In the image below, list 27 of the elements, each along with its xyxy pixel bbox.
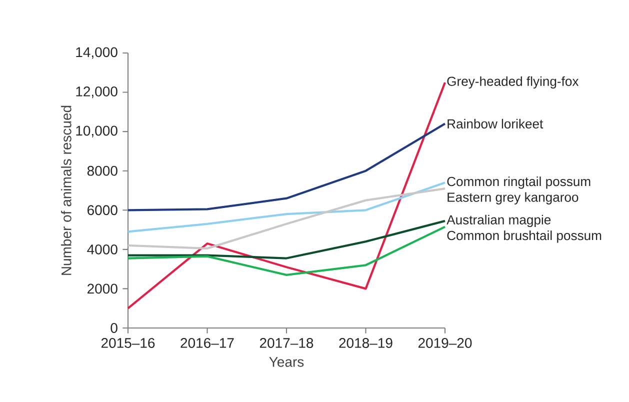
line-series: [126, 220, 446, 260]
x-tick-label: 2015–16: [101, 338, 155, 348]
y-tick-label: 10,000: [76, 126, 118, 138]
series-label: Common brushtail possum: [447, 230, 602, 243]
line-series: [126, 187, 446, 250]
series-label: Common ringtail possum: [447, 176, 590, 189]
x-axis-title: Years: [269, 357, 304, 367]
y-tick-label: 6000: [88, 205, 118, 216]
y-tick-label: 14,000: [76, 47, 118, 59]
line-series: [126, 226, 446, 276]
series-label: Eastern grey kangaroo: [448, 192, 578, 204]
line-series: [126, 81, 446, 310]
line-series: [126, 182, 446, 233]
series-label: Australian magpie: [446, 214, 551, 228]
y-axis-title: Number of animals rescued: [61, 106, 72, 275]
x-tick-label: 2016–17: [180, 338, 234, 348]
x-tick-label: 2018–19: [339, 338, 392, 348]
x-tick-label: 2019–20: [418, 338, 472, 348]
y-tick-label: 8000: [87, 166, 118, 176]
y-tick-label: 0: [110, 323, 118, 333]
series-label: Grey-headed flying-fox: [447, 76, 579, 89]
series-label: Rainbow lorikeet: [448, 118, 544, 128]
x-tick-label: 2017–18: [260, 338, 314, 348]
y-tick-label: 4000: [87, 244, 118, 254]
line-series: [126, 122, 446, 212]
y-tick-label: 12,000: [76, 86, 118, 98]
y-tick-label: 2000: [88, 284, 118, 294]
